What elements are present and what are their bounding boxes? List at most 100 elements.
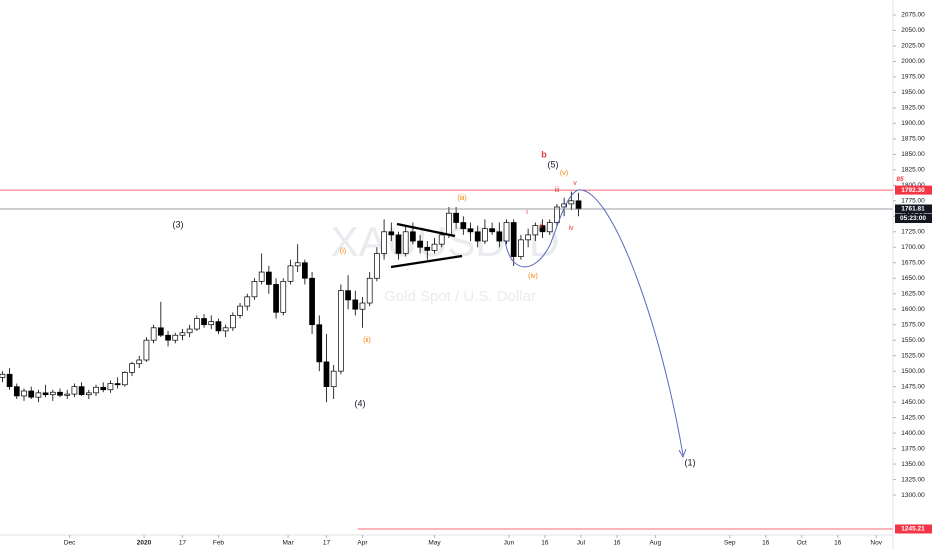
candle-body bbox=[554, 206, 560, 223]
wave-label: (v) bbox=[560, 170, 568, 177]
price-label: 1792.30 bbox=[901, 187, 925, 194]
y-tick-label: 1600.00 bbox=[901, 306, 925, 313]
candle-body bbox=[474, 231, 481, 242]
candle-body bbox=[395, 234, 402, 254]
candle-body bbox=[193, 318, 200, 330]
candle-body bbox=[71, 386, 78, 395]
candle-body bbox=[35, 392, 42, 398]
y-tick-label: 1375.00 bbox=[901, 445, 925, 452]
candle-body bbox=[85, 392, 92, 396]
candle-body bbox=[546, 222, 553, 233]
candle-body bbox=[294, 262, 301, 267]
x-tick-label: Aug bbox=[650, 540, 662, 547]
arrow-head bbox=[678, 448, 687, 459]
x-tick-label: Jul bbox=[577, 540, 586, 547]
candle-body bbox=[100, 386, 107, 391]
candle-body bbox=[338, 290, 344, 372]
y-tick-label: 1650.00 bbox=[901, 275, 925, 282]
candle-body bbox=[28, 390, 35, 398]
candle-body bbox=[21, 390, 27, 397]
candle-body bbox=[107, 383, 114, 391]
candle-body bbox=[150, 327, 157, 341]
y-tick-label: 1775.00 bbox=[901, 198, 925, 205]
wave-label: i bbox=[526, 209, 528, 216]
candle-body bbox=[402, 231, 409, 254]
candle-body bbox=[460, 222, 467, 230]
wave-label: (5) bbox=[548, 159, 559, 169]
y-tick-label: 2050.00 bbox=[901, 27, 925, 34]
projection-curve bbox=[504, 189, 684, 456]
y-tick-label: 1475.00 bbox=[901, 383, 925, 390]
candle-body bbox=[93, 386, 99, 394]
x-tick-label: Sep bbox=[724, 540, 736, 547]
candle-body bbox=[273, 284, 279, 313]
x-tick-label: Oct bbox=[797, 540, 807, 547]
candle-body bbox=[230, 315, 236, 329]
drawings bbox=[390, 189, 687, 459]
wave-label: (iv) bbox=[528, 273, 538, 280]
candle-body bbox=[424, 246, 431, 251]
candle-body bbox=[13, 386, 20, 397]
candle-body bbox=[496, 231, 503, 242]
candle-body bbox=[323, 361, 330, 387]
candle-body bbox=[316, 324, 323, 363]
price-label-box bbox=[895, 204, 932, 214]
candle-body bbox=[467, 228, 474, 233]
candle-body bbox=[525, 234, 531, 241]
wave-label: (1) bbox=[685, 457, 696, 467]
x-tick-label: 17 bbox=[179, 540, 187, 547]
candle-body bbox=[6, 373, 13, 387]
candle-body bbox=[431, 243, 438, 251]
y-tick-label: 1875.00 bbox=[901, 136, 925, 143]
candle-body bbox=[114, 383, 121, 386]
wave-label: (4) bbox=[355, 398, 366, 408]
y-tick-label: 1800.00 bbox=[901, 182, 925, 189]
candle-body bbox=[201, 318, 207, 326]
candle-body bbox=[64, 393, 71, 396]
wave-label: b bbox=[541, 149, 547, 159]
candle-body bbox=[410, 231, 416, 242]
candle-body bbox=[222, 327, 229, 332]
candle-body bbox=[208, 321, 215, 326]
x-tick-label: May bbox=[428, 540, 441, 547]
candle-body bbox=[280, 280, 287, 313]
wave-label: (iii) bbox=[457, 195, 466, 202]
candle-body bbox=[172, 334, 179, 341]
candle-body bbox=[381, 231, 387, 254]
candle-body bbox=[136, 359, 143, 365]
candle-body bbox=[179, 332, 186, 336]
x-tick-label: Mar bbox=[282, 540, 294, 547]
axes: 1300.00 1325.00 1350.00 1375.00 1400.00 1425.… bbox=[64, 12, 932, 547]
candle-body bbox=[539, 225, 546, 233]
y-tick-label: 1325.00 bbox=[901, 476, 925, 483]
candle-body bbox=[489, 228, 495, 233]
candle-body bbox=[165, 334, 171, 341]
watermark-subtitle: Gold Spot / U.S. Dollar bbox=[384, 288, 536, 305]
countdown: 05:23:00 bbox=[900, 215, 926, 222]
y-tick-label: 1900.00 bbox=[901, 120, 925, 127]
x-tick-label: 16 bbox=[613, 540, 621, 547]
y-tick-label: 1825.00 bbox=[901, 167, 925, 174]
candle-body bbox=[237, 305, 243, 316]
candle-body bbox=[417, 240, 423, 248]
x-tick-label: 16 bbox=[834, 540, 842, 547]
candle-body bbox=[129, 363, 135, 373]
x-tick-label: 16 bbox=[541, 540, 549, 547]
candle-body bbox=[352, 299, 359, 310]
candle-body bbox=[446, 212, 452, 236]
countdown-box bbox=[895, 213, 932, 223]
y-tick-label: 1950.00 bbox=[901, 89, 925, 96]
candle-body bbox=[266, 271, 272, 285]
y-tick-label: 1400.00 bbox=[901, 430, 925, 437]
candle-body bbox=[568, 200, 575, 205]
x-tick-label: 17 bbox=[323, 540, 331, 547]
price-label: 1761.81 bbox=[901, 206, 925, 213]
y-tick-label: 1350.00 bbox=[901, 461, 925, 468]
candle-body bbox=[258, 271, 265, 282]
candle-body bbox=[157, 327, 164, 336]
candle-body bbox=[359, 302, 366, 310]
y-tick-label: 1500.00 bbox=[901, 368, 925, 375]
y-tick-label: 1725.00 bbox=[901, 229, 925, 236]
